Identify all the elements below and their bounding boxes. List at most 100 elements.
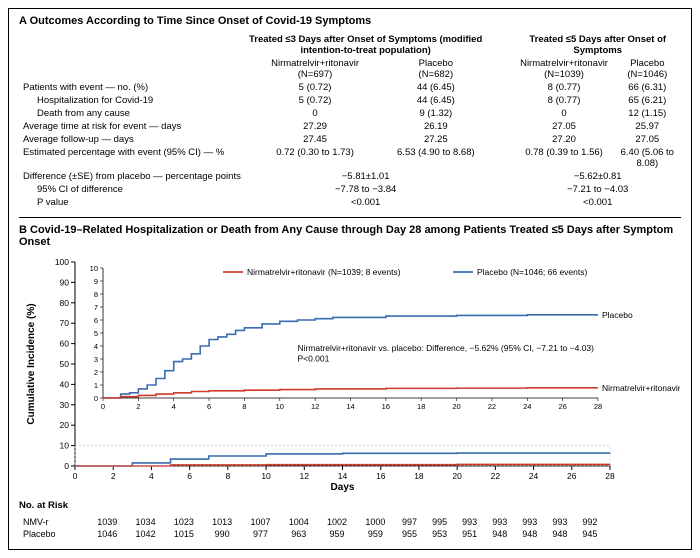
svg-text:14: 14 [346,402,354,411]
cell: 0.78 (0.39 to 1.56) [514,146,613,170]
svg-text:3: 3 [94,355,98,364]
cell: 65 (6.21) [614,94,681,107]
g3-pbo-head: Placebo [419,58,453,69]
svg-text:16: 16 [382,402,390,411]
svg-text:Days: Days [331,482,355,493]
row-label: Average follow-up — days [19,133,245,146]
risk-cell: 997 [396,517,424,527]
g3-nmv-head: Nirmatrelvir+ritonavir [271,58,359,69]
cell: 27.05 [514,120,613,133]
svg-text:24: 24 [529,471,539,481]
row-label: Difference (±SE) from placebo — percenta… [19,170,245,183]
cell: 27.45 [245,133,385,146]
svg-text:80: 80 [60,298,70,308]
g5-pbo-n: (N=1046) [627,69,667,80]
risk-cell: 963 [281,529,317,539]
g3-pbo-n: (N=682) [419,69,454,80]
risk-cell: 1015 [166,529,202,539]
km-svg: 0102030405060708090100024681012141618202… [20,254,680,494]
figure-container: A Outcomes According to Time Since Onset… [8,8,692,550]
cell: 8 (0.77) [514,81,613,94]
svg-text:Nirmatrelvir+ritonavir: Nirmatrelvir+ritonavir [602,383,680,393]
cell: 0.72 (0.30 to 1.73) [245,146,385,170]
cell: <0.001 [245,196,487,209]
cell: 6.53 (4.90 to 8.68) [385,146,486,170]
svg-text:Placebo: Placebo [602,310,633,320]
row-label: Death from any cause [19,107,245,120]
svg-text:10: 10 [60,441,70,451]
svg-text:12: 12 [311,402,319,411]
svg-text:60: 60 [60,339,70,349]
svg-text:22: 22 [491,471,501,481]
cell: <0.001 [514,196,681,209]
risk-cell: 955 [396,529,424,539]
panel-divider [19,217,681,218]
svg-text:Placebo (N=1046; 66 events): Placebo (N=1046; 66 events) [477,267,588,277]
svg-text:24: 24 [523,402,531,411]
svg-text:Cumulative Incidence (%): Cumulative Incidence (%) [26,303,37,424]
svg-text:Nirmatrelvir+ritonavir vs. pla: Nirmatrelvir+ritonavir vs. placebo: Diff… [297,343,594,353]
svg-text:1: 1 [94,381,98,390]
risk-cell: 1000 [357,517,393,527]
svg-text:6: 6 [207,402,211,411]
svg-text:28: 28 [594,402,602,411]
cell: 6.40 (5.06 to 8.08) [614,146,681,170]
svg-text:4: 4 [149,471,154,481]
row-label: Estimated percentage with event (95% CI)… [19,146,245,170]
svg-text:0: 0 [94,394,98,403]
cell: 5 (0.72) [245,94,385,107]
g5-pbo-head: Placebo [630,58,664,69]
cell: 44 (6.45) [385,94,486,107]
cell: 25.97 [614,120,681,133]
svg-text:10: 10 [276,402,284,411]
svg-text:0: 0 [101,402,105,411]
risk-cell: 1007 [242,517,278,527]
svg-text:12: 12 [300,471,310,481]
risk-cell: 1023 [166,517,202,527]
svg-text:7: 7 [94,303,98,312]
risk-cell: 993 [546,517,574,527]
risk-cell: 993 [516,517,544,527]
svg-text:70: 70 [60,318,70,328]
risk-cell: 1002 [319,517,355,527]
risk-cell: 995 [426,517,454,527]
svg-text:8: 8 [94,290,98,299]
svg-text:26: 26 [558,402,566,411]
cell: 44 (6.45) [385,81,486,94]
km-chart: 0102030405060708090100024681012141618202… [20,254,680,494]
g5-nmv-n: (N=1039) [544,69,584,80]
row-label: P value [19,196,245,209]
svg-text:22: 22 [488,402,496,411]
row-label: Hospitalization for Covid-19 [19,94,245,107]
cell: 27.29 [245,120,385,133]
panel-a-title: A Outcomes According to Time Since Onset… [19,15,681,27]
svg-text:9: 9 [94,277,98,286]
risk-cell: 945 [576,529,604,539]
svg-text:40: 40 [60,379,70,389]
cell: 9 (1.32) [385,107,486,120]
cell: −5.62±0.81 [514,170,681,183]
risk-cell: 948 [486,529,514,539]
svg-text:90: 90 [60,277,70,287]
cell: 27.05 [614,133,681,146]
svg-text:2: 2 [94,368,98,377]
risk-cell: 977 [242,529,278,539]
svg-text:18: 18 [417,402,425,411]
risk-cell: 959 [357,529,393,539]
cell: 5 (0.72) [245,81,385,94]
risk-title: No. at Risk [19,500,681,511]
risk-cell: 1004 [281,517,317,527]
svg-text:20: 20 [452,402,460,411]
risk-cell: 993 [486,517,514,527]
row-label: 95% CI of difference [19,183,245,196]
svg-text:16: 16 [376,471,386,481]
risk-cell: 1013 [204,517,240,527]
risk-cell: 951 [456,529,484,539]
svg-text:20: 20 [452,471,462,481]
svg-text:10: 10 [261,471,271,481]
risk-cell: 1046 [89,529,125,539]
cell: −7.78 to −3.84 [245,183,487,196]
svg-text:26: 26 [567,471,577,481]
g5-nmv-head: Nirmatrelvir+ritonavir [520,58,608,69]
risk-cell: 1042 [127,529,163,539]
